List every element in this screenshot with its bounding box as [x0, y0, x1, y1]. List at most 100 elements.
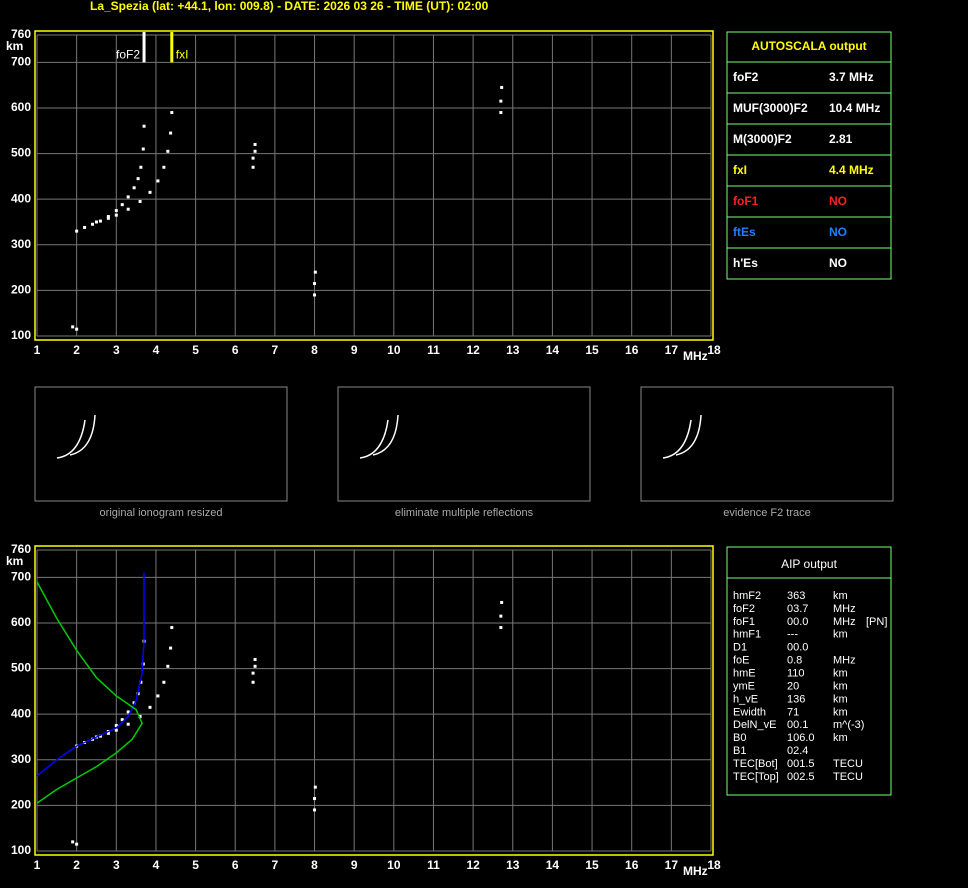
x-tick-label: 14: [546, 343, 560, 357]
autoscala-label: ftEs: [733, 225, 756, 239]
aip-cell: 136: [787, 693, 805, 705]
echo-point: [75, 327, 79, 331]
aip-cell: 20: [787, 680, 799, 692]
aip-cell: 02.4: [787, 745, 808, 757]
echo-point: [126, 195, 130, 199]
echo-point: [253, 657, 257, 661]
autoscala-value: 4.4 MHz: [829, 163, 874, 177]
echo-point: [499, 626, 503, 630]
x-tick-label: 14: [546, 858, 560, 872]
x-tick-label: 13: [506, 343, 520, 357]
aip-cell: km: [833, 590, 848, 602]
echo-point: [500, 85, 504, 89]
echo-point: [166, 664, 170, 668]
y-tick-label: 500: [11, 661, 31, 675]
aip-cell: km: [833, 693, 848, 705]
y-tick-label: 100: [11, 843, 31, 857]
echo-point: [106, 731, 110, 735]
autoscala-value: NO: [829, 225, 847, 239]
echo-point: [169, 131, 173, 135]
aip-cell: 363: [787, 590, 805, 602]
x-tick-label: 18: [707, 343, 721, 357]
echo-point: [156, 694, 160, 698]
autoscala-label: h'Es: [733, 256, 758, 270]
plot-border: [34, 30, 714, 341]
x-tick-label: 11: [427, 343, 440, 357]
x-tick-label: 13: [506, 858, 520, 872]
echo-point: [251, 156, 255, 160]
aip-cell: foE: [733, 655, 750, 667]
aip-cell: ---: [787, 629, 798, 641]
x-tick-label: 10: [387, 343, 401, 357]
thumbnail-caption: original ionogram resized: [100, 507, 223, 519]
y-tick-label: 500: [11, 146, 31, 160]
x-tick-label: 2: [73, 343, 80, 357]
echo-point: [170, 111, 174, 115]
echo-point: [71, 840, 75, 844]
thumbnail-trace: [675, 414, 702, 456]
aip-cell: MHz: [833, 655, 856, 667]
thumbnail-caption: evidence F2 trace: [723, 507, 810, 519]
x-tick-label: 17: [665, 343, 679, 357]
y-axis-label: km: [6, 554, 23, 568]
y-tick-label: 300: [11, 752, 31, 766]
echo-point: [500, 600, 504, 604]
x-tick-label: 10: [387, 858, 401, 872]
echo-point: [126, 207, 130, 211]
x-tick-label: 17: [665, 858, 679, 872]
aip-cell: 00.0: [787, 642, 808, 654]
x-tick-label: 3: [113, 343, 120, 357]
x-tick-label: 3: [113, 858, 120, 872]
x-tick-label: 16: [625, 343, 639, 357]
echo-point: [114, 724, 118, 728]
echo-point: [313, 270, 317, 274]
y-tick-label: 200: [11, 283, 31, 297]
echo-point: [126, 722, 130, 726]
y-tick-label: 760: [11, 542, 31, 556]
echo-point: [148, 705, 152, 709]
aip-cell: 00.1: [787, 719, 808, 731]
x-tick-label: 6: [232, 858, 239, 872]
aip-cell: 106.0: [787, 732, 815, 744]
echo-point: [91, 222, 95, 226]
autoscala-label: foF1: [733, 194, 759, 208]
echo-point: [75, 229, 79, 233]
x-axis-label: MHz: [683, 349, 708, 363]
marker-label: fxI: [176, 48, 189, 62]
x-tick-label: 7: [272, 343, 279, 357]
y-tick-label: 400: [11, 191, 31, 205]
marker-label: foF2: [116, 48, 140, 62]
aip-cell: foF2: [733, 603, 755, 615]
thumbnail-trace: [56, 419, 86, 459]
echo-point: [139, 165, 143, 169]
y-tick-label: 700: [11, 55, 31, 69]
echo-point: [251, 680, 255, 684]
aip-cell: hmF1: [733, 629, 761, 641]
aip-cell: 0.8: [787, 655, 802, 667]
x-tick-label: 15: [585, 858, 599, 872]
plot-border: [34, 545, 714, 856]
aip-cell: B0: [733, 732, 746, 744]
echo-point: [94, 220, 98, 224]
x-tick-label: 1: [34, 343, 41, 357]
thumbnail-trace: [662, 419, 692, 459]
echo-point: [169, 646, 173, 650]
aip-cell: MHz: [833, 603, 856, 615]
y-tick-label: 300: [11, 237, 31, 251]
thumbnail: [640, 386, 894, 502]
thumbnail: [34, 386, 288, 502]
aip-cell: ymE: [733, 680, 755, 692]
aip-cell: [PN]: [866, 616, 887, 628]
echo-point: [138, 199, 142, 203]
thumbnail-trace: [372, 414, 399, 456]
echo-point: [98, 734, 102, 738]
echo-point: [114, 213, 118, 217]
x-tick-label: 4: [153, 343, 160, 357]
aip-cell: hmF2: [733, 590, 761, 602]
thumbnail-trace: [69, 414, 96, 456]
echo-point: [142, 124, 146, 128]
echo-point: [162, 165, 166, 169]
aip-cell: B1: [733, 745, 746, 757]
aip-cell: km: [833, 706, 848, 718]
